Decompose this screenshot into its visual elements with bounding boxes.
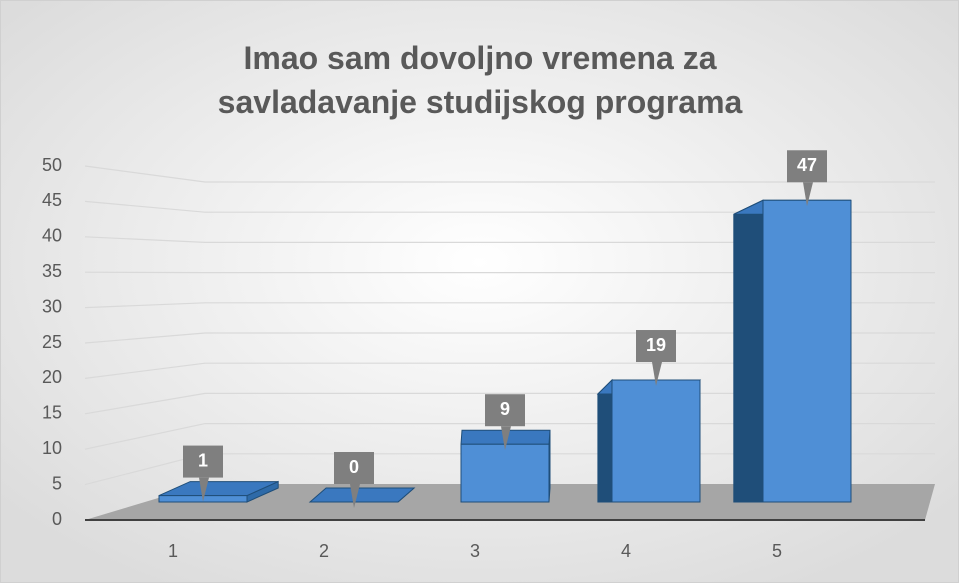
bar-face [460,443,550,503]
grid-line [84,362,935,379]
x-tick-label: 1 [168,541,178,561]
bar [596,378,702,503]
y-tick-label: 45 [42,190,62,210]
grid-line [84,332,935,344]
y-tick-label: 50 [42,155,62,175]
y-tick-label: 35 [42,261,62,281]
data-label-pointer [501,426,511,451]
data-label: 19 [646,335,666,355]
grid-line [84,236,935,243]
x-tick-label: 4 [621,541,631,561]
data-label-box [485,394,525,427]
bar-face [611,379,701,503]
data-label-pointer [803,182,813,207]
grid-line [84,165,935,183]
x-tick-label: 2 [319,541,329,561]
data-label-pointer [199,477,209,502]
y-tick-label: 30 [42,296,62,316]
data-label: 1 [198,450,208,470]
y-tick-label: 0 [52,509,62,529]
x-tick-label: 5 [772,541,782,561]
data-label: 9 [500,399,510,419]
y-tick-label: 10 [42,438,62,458]
bar-face [597,378,613,503]
bar [308,487,416,503]
y-tick-label: 20 [42,367,62,387]
x-tick-label: 3 [470,541,480,561]
data-label-pointer [652,362,662,387]
y-tick-label: 25 [42,332,62,352]
data-label: 0 [349,457,359,477]
data-label-box [787,150,827,183]
grid-line [84,302,935,309]
y-tick-label: 15 [42,403,62,423]
data-label: 47 [797,155,817,175]
data-label-box [183,445,223,478]
bar-face [733,199,764,503]
data-label-box [334,452,374,484]
bar-face [308,487,416,503]
y-tick-label: 40 [42,226,62,246]
bar-face [762,199,852,503]
data-label-box [636,330,676,363]
bar [733,199,852,503]
y-tick-label: 5 [52,473,62,493]
chart-title: Imao sam dovoljno vremena za savladavanj… [217,40,743,120]
data-label-pointer [350,484,360,508]
grid-line [84,200,935,213]
